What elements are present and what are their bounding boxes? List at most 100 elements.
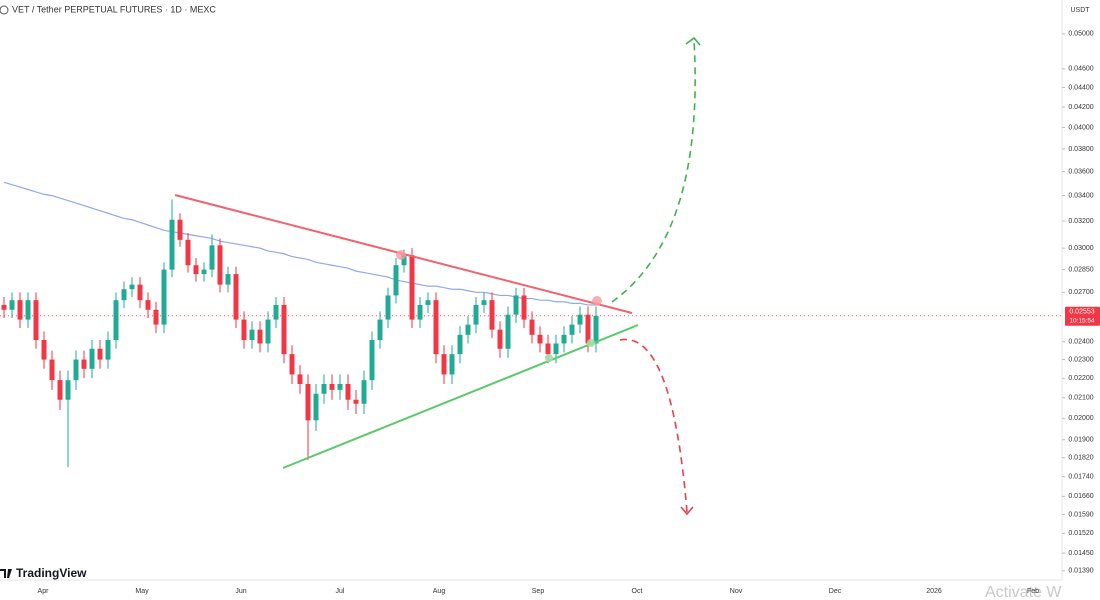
candle-body [145,300,151,310]
y-tick-label: 0.01520 [1068,530,1093,537]
y-tick-label: 0.02850 [1068,266,1093,273]
candle-body [153,309,159,325]
candle-body [113,300,119,340]
candle-body [353,399,359,404]
brand: TradingView [0,566,87,580]
candle-body [417,304,423,320]
candle-body [521,295,527,320]
candle-body [89,348,95,369]
candle-body [185,239,191,266]
y-tick-label: 0.01660 [1068,493,1093,500]
candle-body [473,304,479,325]
x-tick-label: Sep [532,588,545,595]
candle-body [401,255,407,266]
candle-body [465,324,471,335]
candle-body [297,374,303,384]
candle-body [233,274,239,320]
candle-body [345,383,351,400]
y-tick-label: 0.01450 [1068,550,1093,557]
currency: USDT [1070,7,1090,14]
candle-body [537,334,543,344]
candle-body [201,269,207,275]
candle-body [33,300,39,340]
candle-body [25,300,31,320]
candle-body [265,319,271,344]
arrow-head [685,36,701,46]
candle-body [73,359,79,381]
candle-body [161,269,167,325]
candle-body [281,304,287,355]
y-tick-label: 0.02400 [1068,339,1093,346]
candle-body [225,274,231,285]
x-tick-label: Nov [730,588,743,595]
candle-body [81,359,87,369]
arrow-head [680,506,694,516]
breakdown-arrow [619,338,688,513]
touch-marker [592,296,602,306]
candle-body [425,300,431,305]
y-tick-label: 0.04600 [1068,66,1093,73]
candle-body [505,314,511,349]
x-tick-label: 2026 [926,588,942,595]
support-line [282,324,639,469]
candle-body [65,380,71,400]
candle-body [217,245,223,285]
price-label-box [1065,306,1100,326]
x-tick-label: Jul [336,588,345,595]
annotations [174,36,701,516]
candle-body [97,348,103,360]
y-tick-label: 0.01820 [1068,455,1093,462]
candle-body [257,329,263,344]
candle-body [393,265,399,296]
y-tick-label: 0.03600 [1068,168,1093,175]
y-tick-label: 0.01740 [1068,473,1093,480]
candle-body [377,319,383,340]
candle-body [409,255,415,320]
candle-body [193,265,199,275]
candle-body [545,343,551,355]
watermark: Activate W [985,584,1062,600]
candle-body [561,334,567,344]
price-label: 0.02553 [1069,309,1094,316]
candle-body [41,339,47,360]
y-tick-label: 0.01590 [1068,511,1093,518]
y-tick-label: 0.02000 [1068,415,1093,422]
symbol-icon [0,5,9,15]
breakout-arrow [611,39,696,303]
candle-body [569,324,575,335]
y-tick-label: 0.01390 [1068,568,1093,575]
y-tick-label: 0.03800 [1068,146,1093,153]
x-tick-label: Jun [235,588,246,595]
candle-body [593,315,599,344]
y-tick-label: 0.04000 [1068,124,1093,131]
candle-body [249,329,255,340]
candle-body [137,284,143,301]
candle-body [529,319,535,335]
candle-body [337,383,343,390]
moving-average [3,181,596,306]
candle-body [385,295,391,320]
candle-body [121,289,127,301]
brand-logo [0,569,12,578]
price-countdown: 10:15:54 [1069,318,1095,325]
x-tick-label: Dec [829,588,842,595]
candle-body [129,284,135,290]
candle-body [585,314,591,344]
plot [0,181,1062,468]
x-tick-label: May [135,588,149,595]
y-tick-label: 0.02100 [1068,395,1093,402]
candle-body [489,300,495,330]
candle-body [57,380,63,400]
candle-body [1,304,7,310]
candle-body [329,383,335,390]
y-tick-label: 0.04200 [1068,104,1093,111]
candle-body [361,380,367,404]
candle-body [441,354,447,375]
y-tick-label: 0.03000 [1068,245,1093,252]
candle-body [305,383,311,421]
y-tick-label: 0.03200 [1068,218,1093,225]
brand-name: TradingView [16,566,87,580]
touch-marker [545,354,553,362]
header: VET / Tether PERPETUAL FUTURES · 1D · ME… [0,4,1090,15]
x-tick-label: Oct [632,588,643,595]
